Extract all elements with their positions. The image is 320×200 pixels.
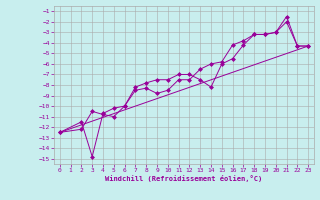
X-axis label: Windchill (Refroidissement éolien,°C): Windchill (Refroidissement éolien,°C) bbox=[105, 175, 263, 182]
